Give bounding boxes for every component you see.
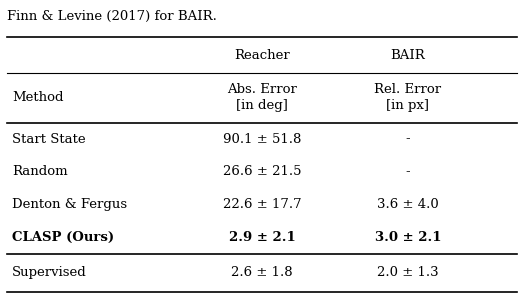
Text: Finn & Levine (2017) for BAIR.: Finn & Levine (2017) for BAIR. — [7, 10, 216, 23]
Text: 22.6 ± 17.7: 22.6 ± 17.7 — [223, 198, 301, 211]
Text: Start State: Start State — [12, 133, 85, 146]
Text: -: - — [406, 133, 410, 146]
Text: Abs. Error
[in deg]: Abs. Error [in deg] — [227, 83, 297, 112]
Text: Rel. Error
[in px]: Rel. Error [in px] — [374, 83, 442, 112]
Text: 90.1 ± 51.8: 90.1 ± 51.8 — [223, 133, 301, 146]
Text: Supervised: Supervised — [12, 266, 86, 279]
Text: BAIR: BAIR — [390, 49, 425, 62]
Text: CLASP (Ours): CLASP (Ours) — [12, 231, 114, 244]
Text: Denton & Fergus: Denton & Fergus — [12, 198, 127, 211]
Text: 2.9 ± 2.1: 2.9 ± 2.1 — [228, 231, 296, 244]
Text: 26.6 ± 21.5: 26.6 ± 21.5 — [223, 165, 301, 178]
Text: 2.0 ± 1.3: 2.0 ± 1.3 — [377, 266, 439, 279]
Text: Reacher: Reacher — [234, 49, 290, 62]
Text: -: - — [406, 165, 410, 178]
Text: Random: Random — [12, 165, 68, 178]
Text: 3.0 ± 2.1: 3.0 ± 2.1 — [375, 231, 441, 244]
Text: Method: Method — [12, 92, 63, 104]
Text: 3.6 ± 4.0: 3.6 ± 4.0 — [377, 198, 439, 211]
Text: 2.6 ± 1.8: 2.6 ± 1.8 — [231, 266, 293, 279]
